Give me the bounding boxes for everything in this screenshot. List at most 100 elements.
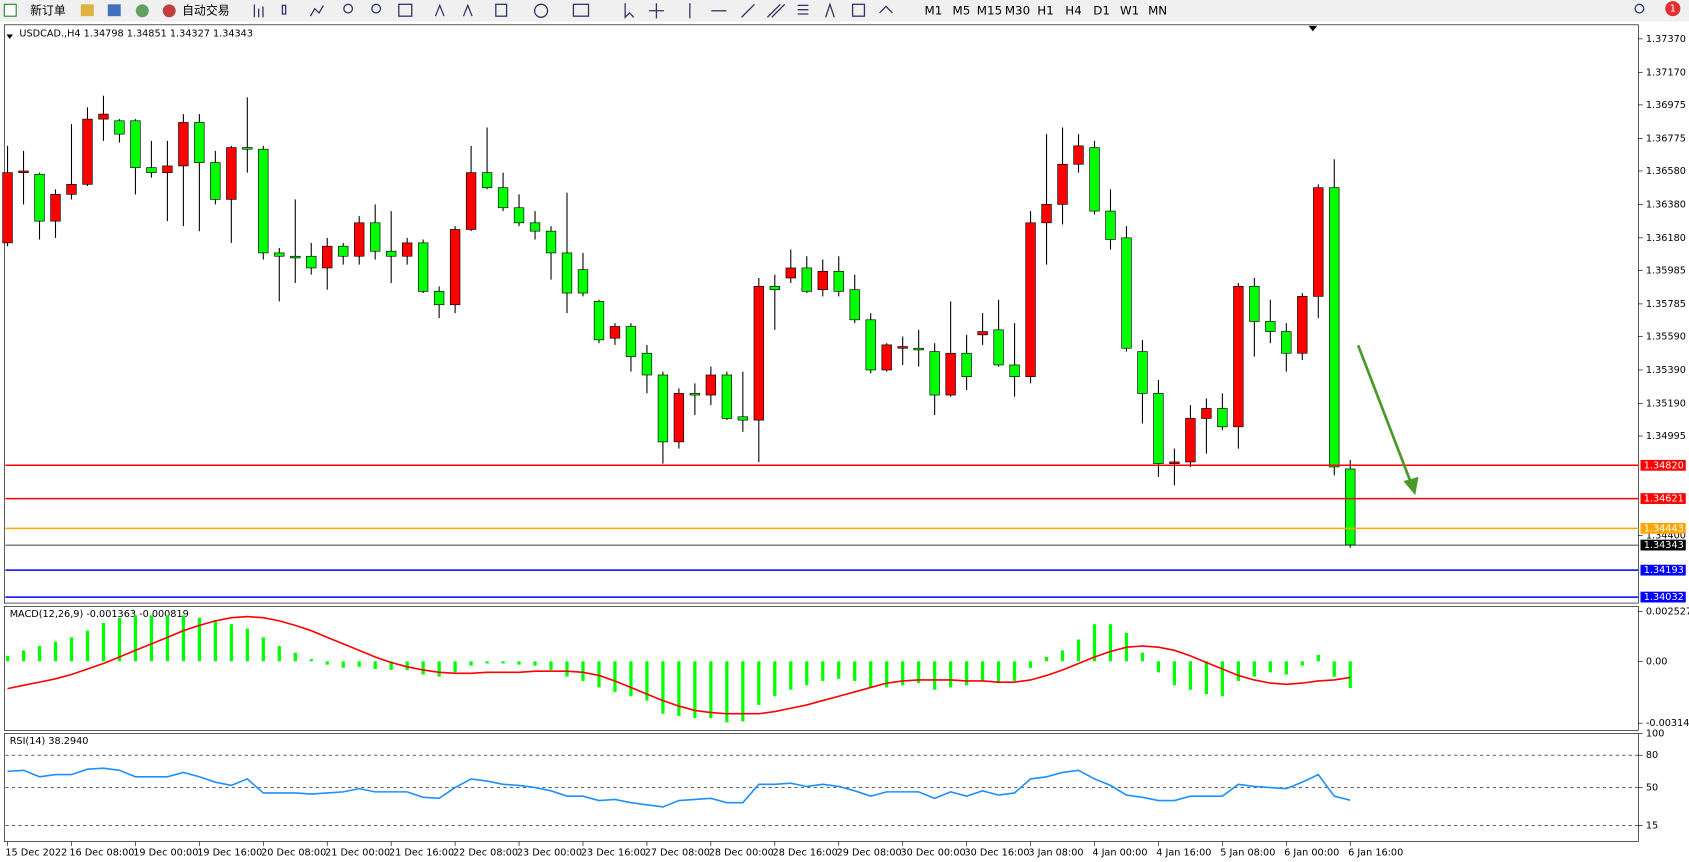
candle-body (849, 289, 860, 321)
candle-body (769, 286, 780, 291)
timeframe-button[interactable]: H4 (1065, 3, 1081, 17)
indicators[interactable] (495, 3, 508, 17)
price-level-tag (1640, 459, 1686, 471)
macd-bar (1284, 661, 1288, 675)
candle-body (977, 331, 988, 336)
candle-body (529, 222, 541, 232)
candle-body (1105, 210, 1116, 240)
macd-bar (693, 661, 697, 719)
auto-trading-icon[interactable] (162, 4, 176, 18)
candle-body (114, 120, 125, 135)
macd-bar (741, 661, 745, 722)
timeframe-button[interactable]: W1 (1120, 3, 1139, 17)
scroll-icon[interactable] (434, 3, 445, 17)
candle-body (897, 346, 908, 349)
line-chart-icon[interactable] (309, 5, 324, 17)
search[interactable] (1634, 3, 1645, 14)
zoom-in[interactable] (343, 3, 354, 14)
candle-body (1217, 408, 1228, 428)
auto-trading[interactable]: 自动交易 (182, 3, 229, 17)
crosshair[interactable] (648, 3, 664, 19)
macd-bar (37, 646, 42, 662)
y-tick-label: 1.35190 (1646, 398, 1686, 409)
new-order[interactable]: 新订单 (30, 3, 66, 17)
icon[interactable] (80, 4, 94, 17)
notification-badge[interactable] (1665, 1, 1681, 17)
candle-body (1025, 222, 1036, 377)
label-tool[interactable] (851, 3, 866, 17)
macd-bar (85, 630, 90, 662)
timeframe-button[interactable]: M5 (953, 3, 971, 17)
candle-icon[interactable] (281, 4, 287, 15)
candle-body (705, 374, 717, 396)
macd-bar (1332, 661, 1336, 677)
candle-body (593, 301, 605, 341)
candle-body (274, 252, 285, 257)
candle-body (1169, 461, 1180, 464)
macd-bar (373, 661, 377, 669)
macd-bar (277, 646, 281, 662)
macd-bar (69, 637, 74, 662)
macd-bar (1268, 661, 1272, 673)
trendline[interactable] (741, 3, 755, 18)
macd-bar (293, 652, 297, 662)
cursor[interactable] (624, 3, 635, 19)
macd-bar (405, 661, 409, 670)
macd-bar (677, 661, 681, 716)
x-tick-label: 30 Dec 00:00 (901, 847, 966, 858)
candle-body (306, 255, 317, 269)
arrows[interactable] (879, 5, 893, 14)
rsi-title: RSI(14) 38.2940 (10, 736, 89, 747)
macd-bar (165, 615, 170, 662)
candle-body (561, 252, 573, 294)
macd-bar (149, 615, 154, 662)
timeframe-button[interactable]: MN (1148, 3, 1167, 17)
timeframe-button[interactable]: M1 (925, 3, 943, 17)
macd-bar (965, 661, 969, 686)
x-tick-label: 22 Dec 08:00 (453, 847, 518, 858)
macd-bar (837, 661, 841, 679)
channel[interactable] (766, 3, 786, 18)
new-order-icon[interactable] (3, 3, 17, 17)
macd-bar (357, 661, 361, 667)
x-tick-label: 6 Jan 16:00 (1348, 847, 1403, 858)
tile[interactable] (398, 3, 413, 17)
macd-bar (629, 661, 633, 697)
macd-bar (261, 637, 265, 662)
macd-bar (1252, 661, 1256, 677)
notification-count[interactable]: 1 (1670, 4, 1676, 15)
timeframe-button[interactable]: M15 (977, 3, 1002, 17)
candle-body (657, 374, 669, 443)
macd-bar (421, 661, 425, 675)
zoom-out[interactable] (371, 3, 382, 14)
text-tool[interactable] (825, 2, 835, 18)
fibo[interactable] (797, 4, 809, 15)
candle-body (801, 267, 812, 292)
macd-bar (21, 650, 26, 662)
macd-bar (565, 661, 569, 677)
y-tick-label: 1.34995 (1646, 431, 1686, 442)
macd-bar (1108, 624, 1113, 662)
candle-body (98, 113, 109, 120)
icon[interactable] (135, 4, 149, 18)
indicator-line (7, 615, 1351, 715)
timeframe-button[interactable]: D1 (1093, 3, 1110, 17)
icon[interactable] (107, 4, 121, 17)
macd-bar (645, 661, 649, 701)
x-tick-label: 30 Dec 16:00 (964, 847, 1029, 858)
templates[interactable] (572, 3, 590, 17)
macd-bar (996, 661, 1001, 684)
macd-bar (117, 617, 122, 662)
chart-title: USDCAD.,H4 1.34798 1.34851 1.34327 1.343… (19, 28, 253, 39)
periods[interactable] (533, 3, 549, 18)
bar-chart-icon[interactable] (253, 4, 264, 18)
macd-bar (789, 661, 793, 690)
y-tick-label: 1.34400 (1646, 531, 1686, 542)
timeframe-button[interactable]: H1 (1037, 3, 1053, 17)
shift-icon[interactable] (462, 3, 473, 17)
timeframe-button[interactable]: M30 (1005, 3, 1030, 17)
macd-bar (821, 661, 825, 681)
candle-body (130, 120, 141, 168)
candle-body (401, 242, 413, 257)
